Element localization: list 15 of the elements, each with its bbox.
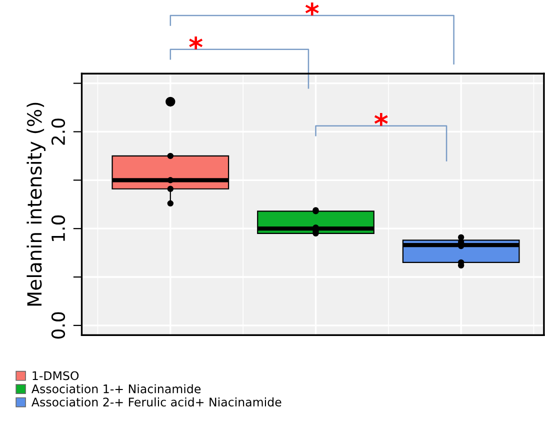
point bbox=[458, 234, 464, 240]
point bbox=[167, 152, 174, 160]
legend-label: Association 2-+ Ferulic acid+ Niacinamide bbox=[32, 397, 282, 407]
text: * bbox=[305, 2, 319, 16]
annotation: * bbox=[374, 112, 388, 126]
text: * bbox=[189, 36, 203, 50]
legend-label: 1-DMSO bbox=[32, 371, 79, 380]
point bbox=[167, 200, 174, 206]
y-tick-label: 0.0 bbox=[51, 312, 66, 339]
y-tick-label: 2.0 bbox=[51, 118, 66, 145]
y-axis-title: Melanin intensity (%) bbox=[26, 102, 46, 306]
legend-label: Association 1-+ Niacinamide bbox=[32, 384, 201, 394]
y-tick-label: 1.0 bbox=[51, 215, 66, 241]
point bbox=[167, 186, 174, 192]
point bbox=[167, 177, 174, 184]
